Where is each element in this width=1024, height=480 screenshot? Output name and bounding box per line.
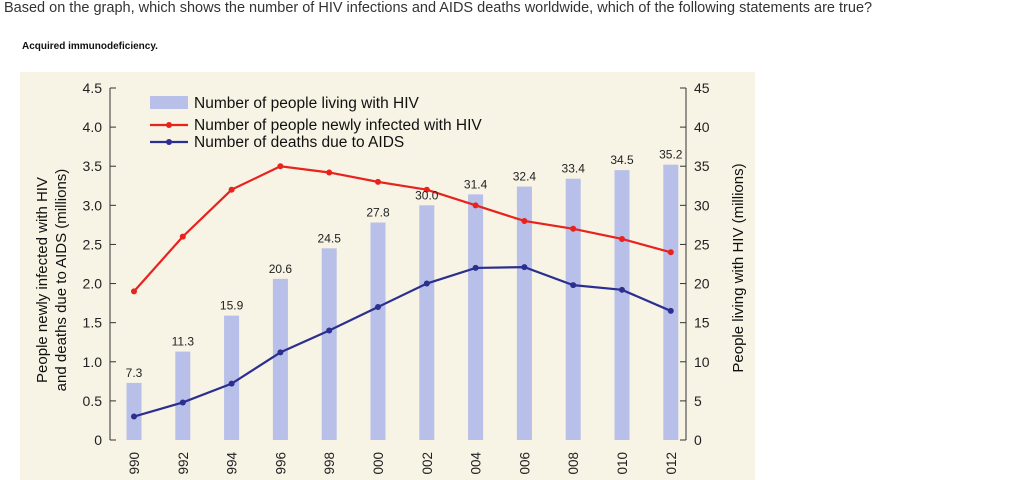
series-1-point-1990 [131, 413, 137, 420]
right-tick-label: 15 [694, 315, 710, 331]
left-axis-title-line1: People newly infected with HIV [34, 177, 51, 383]
series-0-point-2004 [472, 202, 479, 209]
series-line-1 [133, 266, 672, 418]
bar-living-1990 [126, 382, 142, 440]
left-tick-label: 2.5 [83, 236, 103, 252]
series-0-point-2000 [375, 178, 381, 185]
bar-living-2008 [565, 178, 581, 440]
x-tick-label-2010: 010 [615, 452, 630, 475]
question-text: Based on the graph, which shows the numb… [4, 0, 873, 16]
bar-living-2006 [516, 186, 532, 440]
bar-label-1992: 11.3 [172, 335, 195, 349]
x-tick-label-2002: 002 [420, 452, 435, 475]
bar-living-1992 [175, 351, 191, 440]
x-tick-label-2012: 012 [664, 452, 679, 475]
series-1-point-2010 [619, 286, 625, 293]
series-0-point-1992 [179, 233, 186, 240]
bar-living-2000 [370, 222, 386, 440]
series-1-point-1992 [179, 399, 186, 406]
series-0-point-1996 [277, 163, 284, 170]
left-tick-label: 1.0 [83, 354, 103, 370]
bar-label-2008: 33.4 [562, 162, 586, 176]
series-line-0 [133, 165, 672, 293]
right-tick-label: 35 [694, 158, 710, 174]
series-1-point-2012 [667, 307, 674, 314]
right-tick-label: 25 [694, 236, 710, 252]
legend-label-bars: Number of people living with HIV [194, 95, 420, 112]
x-tick-label-2008: 008 [566, 452, 581, 475]
right-tick-label: 45 [694, 80, 710, 96]
series-1-point-1996 [277, 349, 284, 356]
series-0-point-1994 [228, 186, 235, 193]
series-1-point-1998 [326, 327, 333, 334]
x-tick-label-1998: 998 [322, 452, 337, 475]
series-0-point-2002 [423, 186, 430, 193]
bar-living-1996 [272, 278, 288, 440]
right-tick-label: 40 [694, 119, 710, 135]
chart-panel [20, 72, 755, 480]
bar-living-1998 [321, 248, 337, 440]
bar-label-1990: 7.3 [126, 366, 143, 380]
bar-living-2010 [614, 170, 630, 440]
legend-swatch-dot-0 [166, 122, 172, 128]
x-tick-label-2004: 004 [469, 452, 484, 475]
right-tick-label: 10 [694, 354, 710, 370]
bar-label-2002: 30.0 [415, 188, 439, 202]
bar-living-2012 [663, 164, 679, 440]
series-1-point-2000 [375, 304, 381, 311]
bar-living-2002 [419, 205, 435, 440]
left-tick-label: 2.0 [83, 276, 103, 292]
left-axis-title-line2: and deaths due to AIDS (millions) [53, 169, 70, 392]
series-0-point-2008 [570, 225, 577, 232]
bar-label-2000: 27.8 [366, 206, 390, 220]
left-tick-label: 0.5 [83, 393, 103, 409]
right-tick-label: 20 [694, 276, 710, 292]
left-tick-label: 3.5 [83, 158, 103, 174]
series-0-point-2012 [667, 249, 674, 256]
series-1-point-2008 [570, 282, 577, 289]
series-1-point-2002 [423, 280, 430, 287]
left-tick-label: 3.0 [83, 197, 103, 213]
series-1-point-2006 [521, 264, 528, 271]
series-0-point-1990 [131, 288, 137, 295]
series-1-point-1994 [228, 380, 235, 387]
left-tick-label: 4.0 [83, 119, 103, 135]
right-axis-title: People living with HIV (millions) [730, 163, 747, 372]
series-0-point-2010 [619, 235, 625, 242]
bar-label-2004: 31.4 [464, 177, 488, 191]
x-tick-label-1996: 996 [273, 452, 288, 475]
figure-caption: Acquired immunodeficiency. [22, 41, 158, 52]
x-tick-label-2000: 000 [371, 452, 386, 475]
x-tick-label-1992: 992 [176, 452, 191, 475]
series-0-point-1998 [326, 169, 333, 176]
bar-label-1996: 20.6 [269, 262, 293, 276]
bar-label-2006: 32.4 [513, 170, 537, 184]
legend-label-series-0: Number of people newly infected with HIV [194, 117, 482, 134]
left-tick-label: 1.5 [83, 315, 103, 331]
x-tick-label-1994: 994 [225, 452, 240, 475]
bar-label-1994: 15.9 [220, 299, 244, 313]
right-tick-label: 0 [694, 432, 702, 448]
bar-living-1994 [224, 315, 240, 440]
left-tick-label: 0 [94, 432, 102, 448]
legend-swatch-dot-1 [166, 139, 172, 145]
x-tick-label-1990: 990 [127, 452, 142, 475]
bar-living-2004 [468, 194, 484, 440]
right-tick-label: 5 [694, 393, 702, 409]
bar-label-2010: 34.5 [610, 153, 634, 167]
legend-label-series-1: Number of deaths due to AIDS [194, 134, 404, 151]
bar-label-1998: 24.5 [318, 231, 342, 245]
series-1-point-2004 [472, 264, 479, 271]
x-tick-label-2006: 006 [517, 452, 532, 475]
left-tick-label: 4.5 [83, 80, 103, 96]
legend-swatch-bars [150, 96, 188, 109]
right-tick-label: 30 [694, 197, 710, 213]
series-0-point-2006 [521, 217, 528, 224]
bar-label-2012: 35.2 [659, 148, 683, 162]
